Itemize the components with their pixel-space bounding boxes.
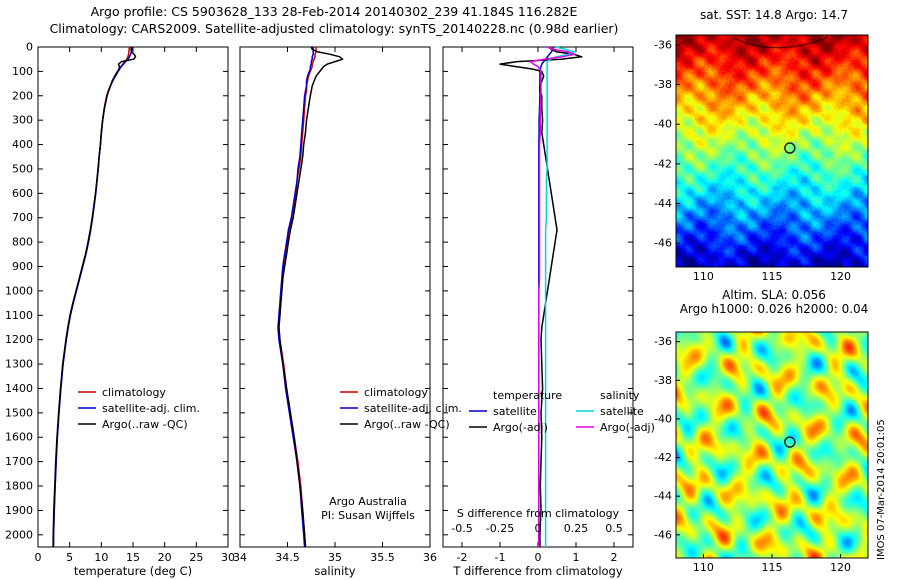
svg-text:-0.25: -0.25 [486, 522, 514, 535]
svg-text:satellite: satellite [493, 405, 537, 418]
svg-text:600: 600 [12, 187, 33, 200]
svg-text:30: 30 [221, 551, 235, 564]
svg-text:1700: 1700 [5, 455, 33, 468]
svg-text:25: 25 [189, 551, 203, 564]
svg-text:500: 500 [12, 162, 33, 175]
svg-text:1100: 1100 [5, 309, 33, 322]
svg-text:climatology: climatology [102, 386, 166, 399]
imos-watermark: IMOS 07-Mar-2014 20:01:05 [876, 419, 887, 560]
svg-text:10: 10 [94, 551, 108, 564]
svg-text:-44: -44 [654, 197, 672, 210]
svg-text:120: 120 [830, 270, 851, 283]
svg-text:-40: -40 [654, 412, 672, 425]
svg-text:1: 1 [573, 551, 580, 564]
svg-text:salinity: salinity [600, 389, 640, 402]
svg-text:S difference from climatology: S difference from climatology [457, 507, 620, 520]
svg-text:-1: -1 [495, 551, 506, 564]
svg-text:1800: 1800 [5, 480, 33, 493]
sla-map-title-line2: Argo h1000: 0.026 h2000: 0.04 [679, 302, 869, 316]
svg-text:110: 110 [693, 561, 714, 574]
svg-text:climatology: climatology [364, 386, 428, 399]
svg-text:-42: -42 [654, 157, 672, 170]
sla-map-image [676, 332, 868, 558]
svg-text:700: 700 [12, 211, 33, 224]
svg-text:0.5: 0.5 [605, 522, 623, 535]
svg-text:-40: -40 [654, 118, 672, 131]
svg-text:115: 115 [762, 270, 783, 283]
svg-text:satellite-adj. clim.: satellite-adj. clim. [102, 402, 200, 415]
svg-text:PI: Susan Wijffels: PI: Susan Wijffels [321, 509, 415, 522]
svg-text:1200: 1200 [5, 333, 33, 346]
svg-text:34: 34 [233, 551, 247, 564]
svg-text:0: 0 [26, 41, 33, 54]
svg-text:110: 110 [693, 270, 714, 283]
svg-text:1300: 1300 [5, 358, 33, 371]
svg-text:-0.5: -0.5 [451, 522, 472, 535]
svg-text:satellite: satellite [600, 405, 644, 418]
svg-text:0: 0 [535, 522, 542, 535]
svg-text:-42: -42 [654, 451, 672, 464]
svg-text:Argo(..raw -QC): Argo(..raw -QC) [364, 418, 450, 431]
svg-text:1600: 1600 [5, 431, 33, 444]
svg-text:-36: -36 [654, 335, 672, 348]
svg-text:1500: 1500 [5, 406, 33, 419]
svg-text:34.5: 34.5 [275, 551, 300, 564]
svg-text:36: 36 [423, 551, 437, 564]
svg-text:temperature (deg C): temperature (deg C) [74, 564, 192, 578]
svg-text:2: 2 [611, 551, 618, 564]
svg-text:Argo Australia: Argo Australia [329, 495, 407, 508]
svg-text:15: 15 [126, 551, 140, 564]
svg-text:0: 0 [535, 551, 542, 564]
svg-text:20: 20 [158, 551, 172, 564]
svg-text:120: 120 [830, 561, 851, 574]
svg-text:1000: 1000 [5, 284, 33, 297]
svg-text:0.25: 0.25 [564, 522, 589, 535]
svg-text:200: 200 [12, 89, 33, 102]
svg-text:5: 5 [66, 551, 73, 564]
svg-text:satellite-adj. clim.: satellite-adj. clim. [364, 402, 462, 415]
svg-text:Argo(-adj): Argo(-adj) [493, 421, 548, 434]
svg-text:-2: -2 [457, 551, 468, 564]
svg-text:35.5: 35.5 [370, 551, 395, 564]
svg-text:100: 100 [12, 65, 33, 78]
svg-text:900: 900 [12, 260, 33, 273]
svg-text:1400: 1400 [5, 382, 33, 395]
svg-text:salinity: salinity [314, 564, 355, 578]
page-title-line1: Argo profile: CS 5903628_133 28-Feb-2014… [90, 4, 578, 19]
svg-text:1900: 1900 [5, 504, 33, 517]
svg-text:800: 800 [12, 236, 33, 249]
svg-text:0: 0 [35, 551, 42, 564]
svg-text:T difference from climatology: T difference from climatology [452, 564, 623, 578]
svg-text:Argo(-adj): Argo(-adj) [600, 421, 655, 434]
sst-map-image [676, 35, 868, 267]
svg-text:2000: 2000 [5, 528, 33, 541]
svg-text:35: 35 [328, 551, 342, 564]
svg-text:Argo(..raw -QC): Argo(..raw -QC) [102, 418, 188, 431]
svg-text:-46: -46 [654, 237, 672, 250]
svg-text:temperature: temperature [493, 389, 562, 402]
svg-text:-44: -44 [654, 490, 672, 503]
svg-text:115: 115 [762, 561, 783, 574]
svg-text:-38: -38 [654, 374, 672, 387]
svg-text:-46: -46 [654, 528, 672, 541]
svg-text:-36: -36 [654, 38, 672, 51]
svg-text:400: 400 [12, 138, 33, 151]
page-title-line2: Climatology: CARS2009. Satellite-adjuste… [49, 21, 619, 36]
svg-text:300: 300 [12, 114, 33, 127]
sla-map-title-line1: Altim. SLA: 0.056 [722, 288, 826, 302]
svg-text:-38: -38 [654, 78, 672, 91]
sst-map-title: sat. SST: 14.8 Argo: 14.7 [699, 8, 849, 22]
